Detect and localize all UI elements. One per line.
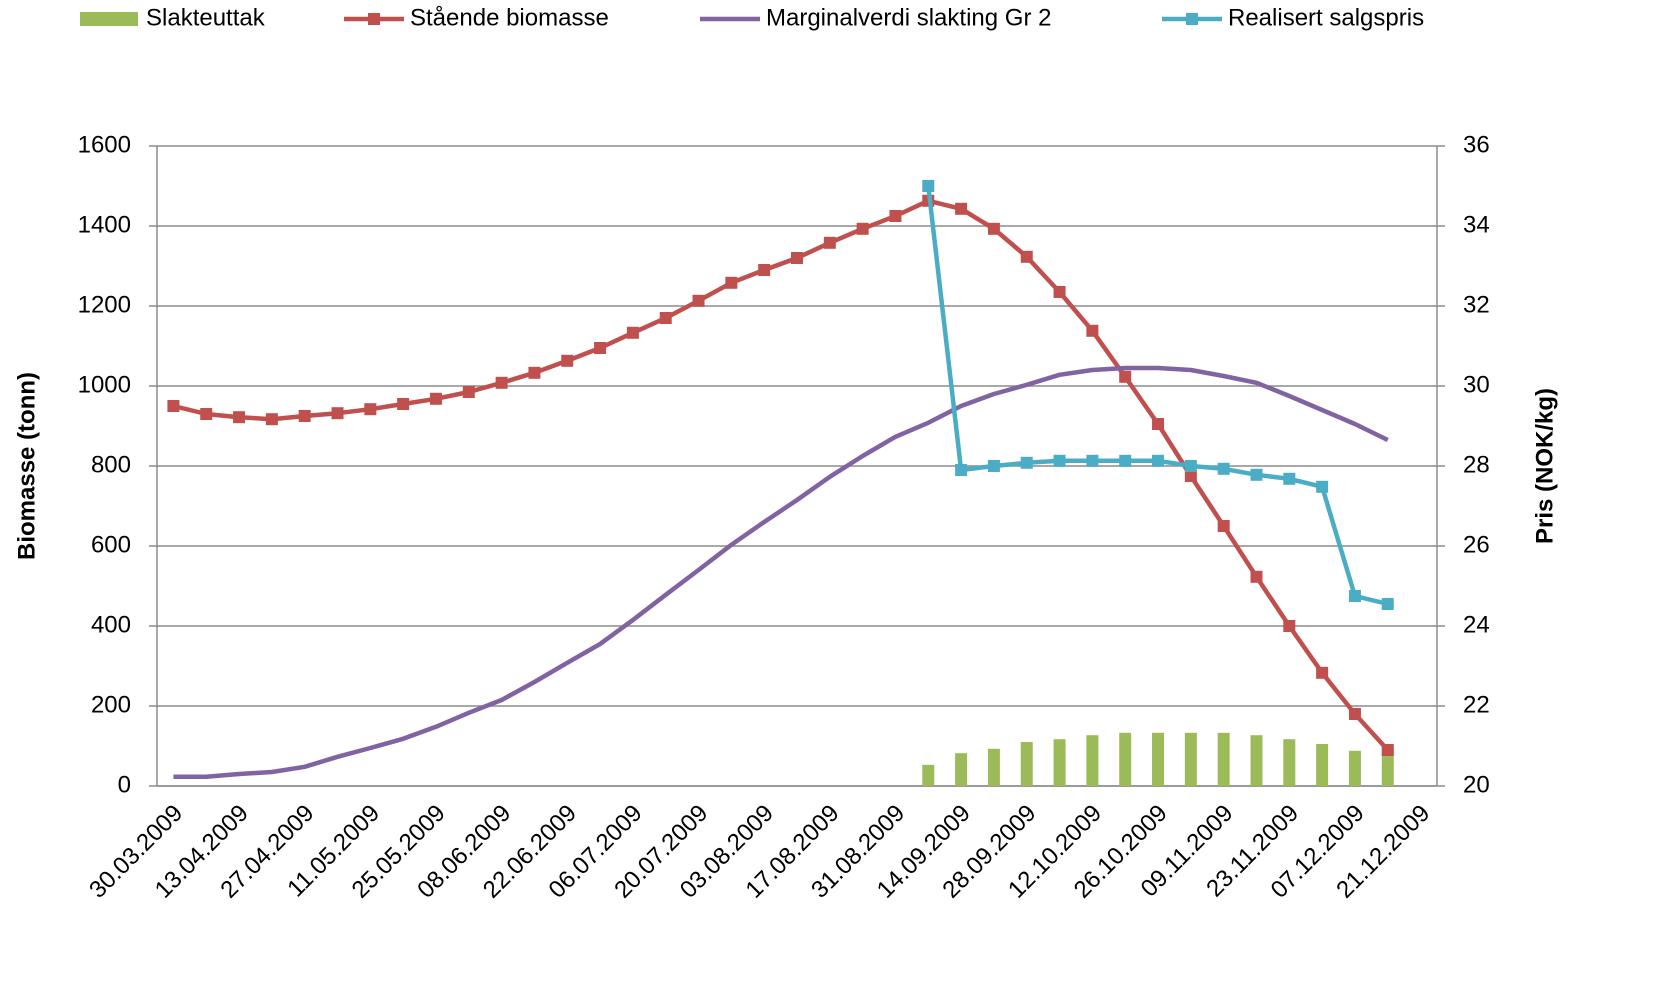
y2-tick-label: 24 — [1463, 611, 1490, 638]
y2-tick-label: 36 — [1463, 131, 1490, 158]
line — [173, 365, 1389, 780]
y2-axis-title: Pris (NOK/kg) — [1531, 388, 1558, 544]
marker — [1250, 468, 1263, 481]
marker — [1086, 454, 1099, 467]
marker — [167, 400, 180, 412]
y2-tick-label: 28 — [1463, 451, 1490, 478]
bar — [955, 753, 968, 786]
marker — [1086, 324, 1099, 337]
marker — [233, 411, 246, 424]
y-tick-label: 600 — [91, 531, 131, 558]
y-tick-label: 1000 — [78, 371, 131, 398]
legend-marker — [368, 13, 380, 25]
bar — [1217, 732, 1230, 786]
bar — [1316, 744, 1329, 786]
marker — [889, 210, 902, 222]
marker — [462, 386, 475, 398]
marker — [397, 398, 410, 410]
marker — [955, 202, 968, 215]
marker — [1119, 370, 1132, 383]
bar — [1250, 735, 1263, 786]
marker — [987, 222, 1000, 235]
y-tick-label: 400 — [91, 611, 131, 638]
bar — [1086, 735, 1099, 786]
marker — [1348, 708, 1361, 720]
marker — [922, 180, 935, 192]
marker — [594, 342, 607, 354]
marker — [856, 222, 869, 235]
marker — [1283, 620, 1296, 632]
marker — [692, 294, 705, 307]
marker — [1283, 472, 1296, 485]
marker — [659, 312, 672, 324]
y-tick-label: 0 — [118, 771, 131, 798]
y2-tick-label: 30 — [1463, 371, 1490, 398]
bar — [1020, 742, 1033, 786]
bar — [1348, 750, 1361, 786]
legend-swatch — [80, 12, 138, 26]
y2-tick-label: 32 — [1463, 291, 1490, 318]
marker — [1020, 456, 1033, 469]
marker — [1217, 462, 1230, 475]
y2-tick-label: 22 — [1463, 691, 1490, 718]
marker — [823, 236, 836, 249]
bar — [1184, 732, 1197, 786]
marker — [1053, 286, 1066, 298]
bar — [1053, 739, 1066, 786]
marker — [1381, 598, 1394, 610]
marker — [1217, 520, 1230, 532]
bar — [987, 748, 1000, 786]
y-tick-label: 800 — [91, 451, 131, 478]
y2-tick-label: 20 — [1463, 771, 1490, 798]
bar — [1283, 739, 1296, 786]
marker — [1119, 454, 1132, 467]
marker — [429, 392, 442, 405]
marker — [1184, 470, 1197, 482]
legend-marker — [1186, 13, 1198, 25]
marker — [1381, 744, 1394, 756]
marker — [1152, 418, 1165, 430]
y-tick-label: 1200 — [78, 291, 131, 318]
marker — [200, 408, 213, 420]
marker — [298, 410, 311, 422]
legend-label: Stående biomasse — [410, 4, 609, 31]
marker — [528, 366, 541, 379]
marker — [561, 354, 574, 367]
y-tick-label: 1400 — [78, 211, 131, 238]
marker — [725, 276, 738, 289]
marker — [1152, 454, 1165, 467]
bar — [1152, 732, 1165, 786]
y-tick-label: 1600 — [78, 131, 131, 158]
y2-tick-label: 34 — [1463, 211, 1490, 238]
bar — [922, 764, 935, 786]
legend-label: Realisert salgspris — [1228, 4, 1424, 31]
marker — [331, 407, 344, 420]
marker — [955, 464, 968, 476]
marker — [1053, 454, 1066, 467]
legend-label: Slakteuttak — [146, 4, 266, 31]
marker — [791, 252, 803, 264]
line — [172, 198, 1390, 752]
marker — [265, 413, 278, 426]
marker — [987, 460, 1000, 472]
y2-tick-label: 26 — [1463, 531, 1490, 558]
marker — [1184, 460, 1197, 472]
marker — [1250, 570, 1263, 583]
marker — [626, 326, 639, 339]
bar — [1381, 748, 1394, 786]
y-axis-title: Biomasse (tonn) — [13, 372, 40, 560]
marker — [364, 403, 377, 416]
marker — [758, 264, 771, 276]
marker — [1316, 480, 1329, 493]
legend-label: Marginalverdi slakting Gr 2 — [766, 4, 1051, 31]
bar — [1119, 732, 1132, 786]
marker — [1348, 590, 1361, 602]
marker — [1316, 666, 1329, 679]
y-tick-label: 200 — [91, 691, 131, 718]
marker — [495, 376, 508, 389]
marker — [1020, 250, 1033, 263]
